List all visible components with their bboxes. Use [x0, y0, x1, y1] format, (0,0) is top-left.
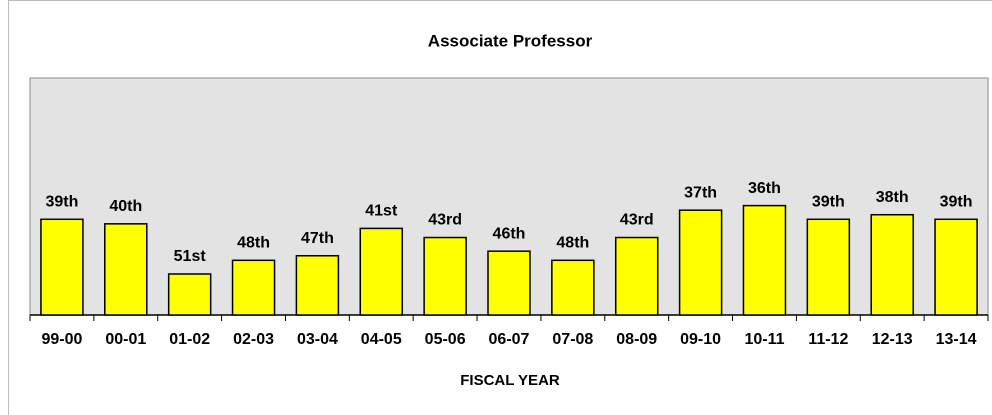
x-tick-label: 11-12 — [808, 331, 848, 348]
bar — [678, 209, 723, 316]
x-axis-title: FISCAL YEAR — [460, 372, 560, 389]
bar — [487, 250, 531, 316]
data-label: 43rd — [620, 212, 654, 229]
x-tick-label: 07-08 — [552, 331, 593, 348]
bar — [423, 236, 467, 316]
x-tick-label: 01-02 — [169, 331, 210, 348]
data-label: 51st — [174, 248, 207, 265]
data-label: 47th — [301, 230, 334, 247]
x-tick-label: 09-10 — [680, 331, 721, 348]
bar — [231, 259, 276, 316]
data-label: 39th — [812, 194, 845, 211]
bar — [551, 259, 595, 316]
bar — [40, 218, 84, 316]
x-tick-label: 02-03 — [233, 331, 274, 348]
data-label: 46th — [493, 225, 526, 242]
data-label: 43rd — [428, 212, 462, 229]
x-tick-label: 10-11 — [744, 331, 784, 348]
bar — [742, 204, 787, 316]
x-tick-label: 13-14 — [936, 331, 977, 348]
data-label: 48th — [556, 235, 589, 252]
bar — [167, 273, 212, 316]
data-label: 36th — [748, 180, 781, 197]
x-tick-label: 05-06 — [425, 331, 466, 348]
data-label: 40th — [109, 198, 142, 215]
data-label: 48th — [237, 235, 270, 252]
x-tick-label: 06-07 — [489, 331, 530, 348]
bar — [104, 223, 148, 316]
bar — [614, 236, 659, 316]
bar — [359, 227, 404, 316]
data-label: 38th — [876, 189, 909, 206]
bar — [934, 218, 978, 316]
chart-title: Associate Professor — [428, 31, 593, 50]
x-tick-label: 08-09 — [616, 331, 657, 348]
data-label: 39th — [45, 194, 78, 211]
bar — [295, 255, 340, 316]
x-tick-label: 04-05 — [361, 331, 402, 348]
x-tick-label: 00-01 — [105, 331, 146, 348]
x-tick-label: 12-13 — [872, 331, 913, 348]
data-label: 41st — [365, 203, 398, 220]
x-tick-label: 03-04 — [297, 331, 338, 348]
bar — [806, 218, 851, 316]
data-label: 37th — [684, 184, 717, 201]
data-label: 39th — [940, 194, 973, 211]
x-tick-label: 99-00 — [41, 331, 82, 348]
bar — [870, 213, 914, 316]
